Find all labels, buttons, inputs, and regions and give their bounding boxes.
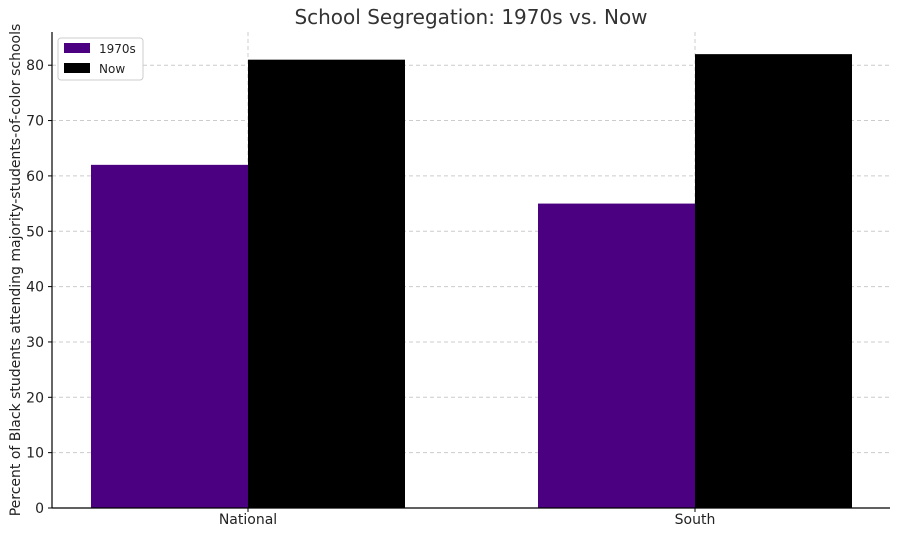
legend: 1970s Now (57, 37, 144, 81)
bars-layer (91, 54, 852, 509)
chart-title: School Segregation: 1970s vs. Now (294, 5, 647, 29)
y-tick-label: 20 (26, 390, 44, 406)
y-tick-label: 0 (35, 501, 44, 517)
y-tick-label: 70 (26, 114, 44, 130)
y-tick-label: 10 (26, 446, 44, 462)
x-tick-label: National (219, 512, 277, 528)
legend-label: Now (99, 62, 125, 76)
y-tick-label: 50 (26, 224, 44, 240)
bar-now-south (695, 54, 852, 509)
axes-layer: 0 10 20 30 40 50 60 70 80 National South (26, 32, 890, 528)
bar-1970s-national (91, 164, 248, 508)
y-tick-label: 40 (26, 280, 44, 296)
legend-swatch (64, 63, 90, 73)
y-tick-label: 60 (26, 169, 44, 185)
legend-label: 1970s (99, 42, 136, 56)
bar-now-national (248, 59, 405, 509)
bar-1970s-south (538, 203, 695, 508)
y-axis-label: Percent of Black students attending majo… (8, 24, 24, 517)
y-tick-label: 30 (26, 335, 44, 351)
legend-swatch (64, 43, 90, 53)
y-tick-label: 80 (26, 58, 44, 74)
x-tick-label: South (675, 512, 716, 528)
